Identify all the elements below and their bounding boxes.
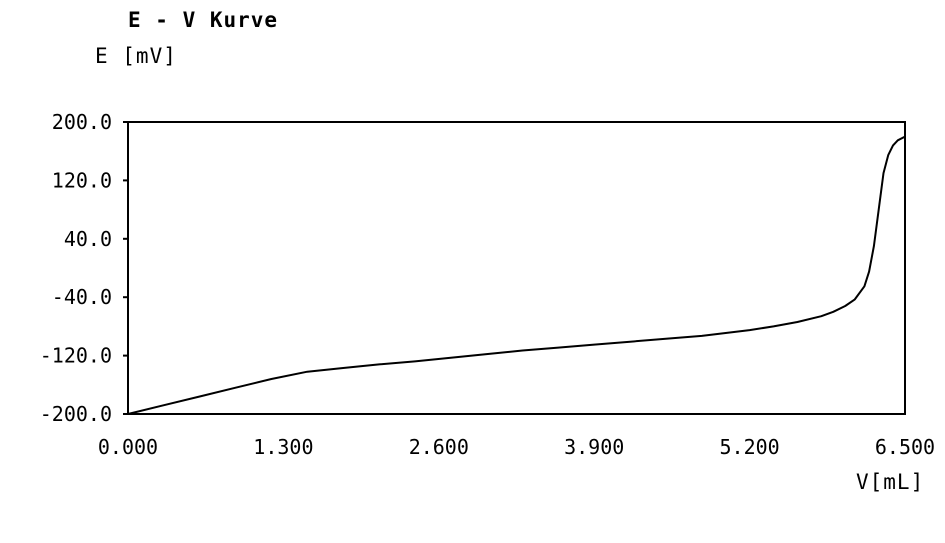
y-tick-label: 200.0 — [52, 110, 112, 134]
plot-frame — [127, 121, 906, 415]
x-tick-label: 5.200 — [719, 435, 779, 459]
y-tick-label: -120.0 — [40, 344, 112, 368]
x-tick-label: 0.000 — [98, 435, 158, 459]
y-tick-label: 120.0 — [52, 168, 112, 192]
series-line — [127, 135, 906, 415]
y-axis-label: E [mV] — [95, 44, 177, 68]
y-tick-label: 40.0 — [64, 227, 112, 251]
y-tick-label: -200.0 — [40, 402, 112, 426]
x-tick-label: 1.300 — [253, 435, 313, 459]
x-tick-label: 3.900 — [564, 435, 624, 459]
x-tick-label: 6.500 — [875, 435, 935, 459]
x-tick-label: 2.600 — [409, 435, 469, 459]
chart-title: E - V Kurve — [128, 8, 279, 32]
x-axis-label: V[mL] — [856, 470, 925, 494]
y-tick-label: -40.0 — [52, 285, 112, 309]
